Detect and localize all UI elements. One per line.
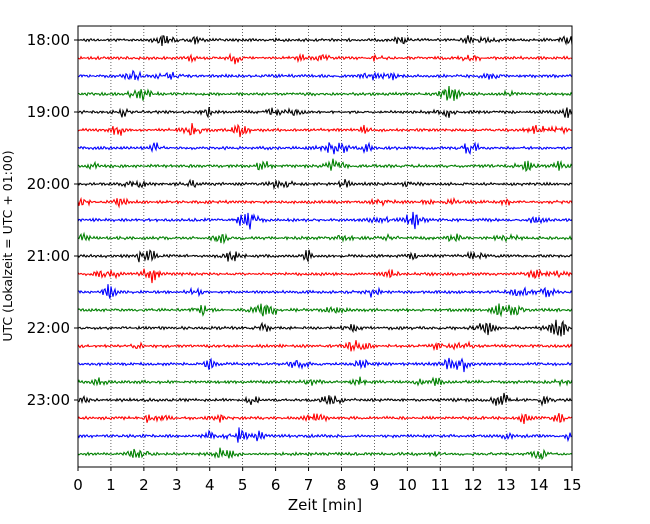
- seismic-trace: [77, 412, 573, 425]
- y-tick-label: 22:00: [27, 319, 70, 337]
- x-tick-label: 13: [497, 476, 516, 494]
- seismic-trace: [77, 106, 573, 119]
- x-tick-label: 5: [238, 476, 248, 494]
- seismic-trace: [77, 427, 573, 443]
- seismic-trace: [77, 268, 573, 284]
- trace-layer: [77, 35, 573, 461]
- seismic-trace: [77, 447, 573, 461]
- seismic-trace: [77, 303, 573, 318]
- seismic-trace: [77, 376, 573, 388]
- y-tick-label: 20:00: [27, 175, 70, 193]
- seismic-trace: [77, 86, 573, 101]
- y-axis-label: UTC (Lokalzeit = UTC + 01:00): [0, 150, 15, 341]
- seismic-trace: [77, 284, 573, 299]
- x-tick-label: 9: [370, 476, 380, 494]
- seismic-trace: [77, 123, 573, 138]
- x-tick-label: 3: [172, 476, 182, 494]
- seismic-trace: [77, 319, 573, 337]
- x-tick-label: 12: [464, 476, 483, 494]
- x-tick-label: 8: [337, 476, 347, 494]
- x-axis: 0 1 2 3 4 5 6 7 8 9 10 11 12 13 14 15: [73, 467, 582, 494]
- plot-frame: [77, 25, 573, 468]
- x-axis-label: Zeit [min]: [288, 496, 362, 514]
- seismic-trace: [77, 357, 573, 373]
- x-tick-label: 0: [73, 476, 83, 494]
- x-tick-label: 7: [304, 476, 314, 494]
- x-tick-label: 10: [398, 476, 417, 494]
- x-tick-label: 14: [530, 476, 549, 494]
- seismic-trace: [77, 141, 573, 155]
- seismic-trace: [77, 178, 573, 191]
- y-tick-label: 21:00: [27, 247, 70, 265]
- seismic-trace: [77, 231, 573, 245]
- seismic-trace: [77, 35, 573, 47]
- x-tick-label: 15: [562, 476, 581, 494]
- seismic-trace: [77, 69, 573, 82]
- seismic-trace: [77, 196, 573, 209]
- y-tick-label: 18:00: [27, 31, 70, 49]
- seismic-trace: [77, 392, 573, 407]
- seismic-trace: [77, 52, 573, 65]
- seismic-trace: [77, 249, 573, 264]
- x-tick-label: 2: [139, 476, 149, 494]
- x-tick-label: 6: [271, 476, 281, 494]
- x-tick-label: 1: [106, 476, 116, 494]
- y-axis: 18:00 19:00 20:00 21:00 22:00 23:00: [27, 31, 78, 409]
- seismic-trace: [77, 211, 573, 230]
- y-tick-label: 19:00: [27, 103, 70, 121]
- x-tick-label: 4: [205, 476, 215, 494]
- seismic-trace: [77, 340, 573, 352]
- seismic-trace: [77, 158, 573, 173]
- y-tick-label: 23:00: [27, 391, 70, 409]
- x-tick-label: 11: [431, 476, 450, 494]
